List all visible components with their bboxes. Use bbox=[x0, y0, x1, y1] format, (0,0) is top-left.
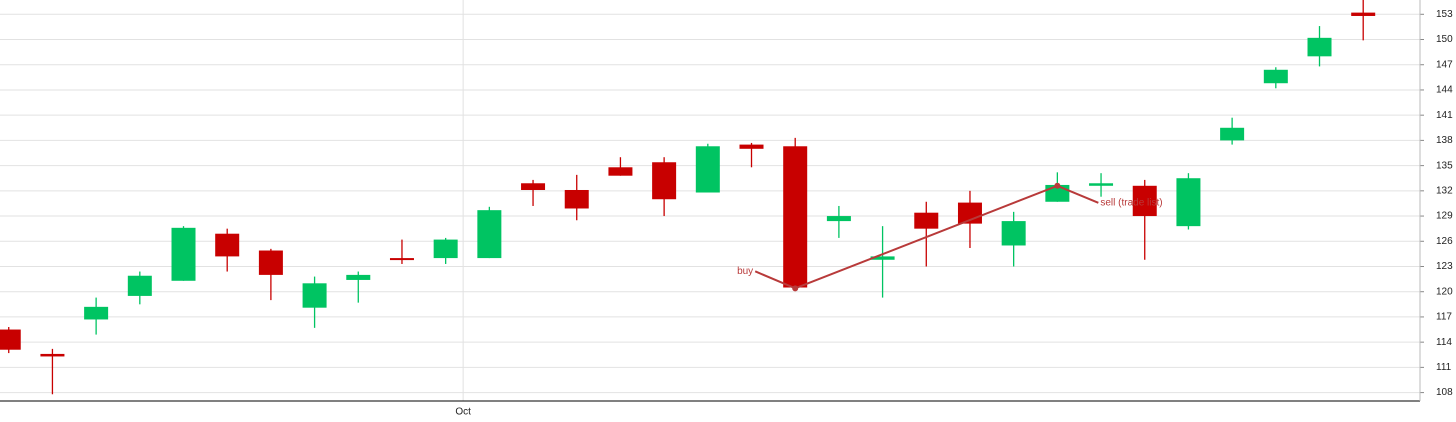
candle-body bbox=[521, 183, 546, 190]
candle-body bbox=[608, 167, 633, 176]
candle-body bbox=[564, 189, 589, 209]
candle-body bbox=[389, 258, 414, 261]
candle-body bbox=[1263, 69, 1288, 84]
y-tick-label: 117 bbox=[1436, 312, 1452, 323]
y-tick-label: 126 bbox=[1436, 236, 1453, 247]
candle-body bbox=[1351, 12, 1376, 16]
candle-body bbox=[40, 353, 65, 357]
candle-body bbox=[870, 256, 895, 260]
candle-body bbox=[1089, 183, 1114, 186]
candle-body bbox=[652, 162, 677, 200]
y-tick-label: 129 bbox=[1436, 211, 1453, 222]
y-tick-label: 135 bbox=[1436, 160, 1453, 171]
candle-body bbox=[1220, 127, 1245, 141]
candle-body bbox=[1132, 185, 1157, 217]
y-tick-label: 141 bbox=[1436, 110, 1453, 121]
candle-body bbox=[739, 144, 764, 149]
candle-body bbox=[695, 146, 720, 193]
candle-body bbox=[171, 227, 196, 281]
candle-body bbox=[477, 210, 502, 259]
candle-body bbox=[0, 329, 21, 350]
candle-body bbox=[1307, 37, 1332, 57]
y-tick-label: 108 bbox=[1436, 387, 1453, 398]
y-tick-label: 147 bbox=[1436, 59, 1453, 70]
y-tick-label: 138 bbox=[1436, 135, 1453, 146]
y-tick-label: 144 bbox=[1436, 85, 1453, 96]
trade-line bbox=[754, 184, 1099, 290]
candle-body bbox=[914, 212, 939, 229]
candle-body bbox=[783, 146, 808, 288]
y-tick-label: 114 bbox=[1436, 337, 1452, 348]
y-tick-label: 123 bbox=[1436, 261, 1453, 272]
candle-body bbox=[84, 306, 109, 320]
trade-label: sell (trade list) bbox=[1100, 197, 1162, 208]
candle-body bbox=[302, 283, 327, 308]
y-tick-label: 132 bbox=[1436, 185, 1453, 196]
candle-body bbox=[433, 239, 458, 259]
candle-body bbox=[258, 250, 283, 275]
trade-marker bbox=[1054, 182, 1061, 189]
candle-body bbox=[127, 275, 152, 296]
candle-body bbox=[1176, 178, 1201, 227]
y-tick-label: 111 bbox=[1436, 362, 1452, 373]
trade-label: buy bbox=[737, 266, 753, 277]
candle-body bbox=[346, 274, 371, 280]
y-tick-label: 153 bbox=[1436, 9, 1453, 20]
candle-body bbox=[1001, 221, 1026, 246]
y-tick-label: 120 bbox=[1436, 286, 1453, 297]
candle-body bbox=[826, 216, 851, 222]
candle-body bbox=[215, 233, 240, 257]
trade-marker bbox=[792, 285, 799, 292]
x-tick-label: Oct bbox=[455, 407, 471, 418]
y-tick-label: 150 bbox=[1436, 34, 1453, 45]
